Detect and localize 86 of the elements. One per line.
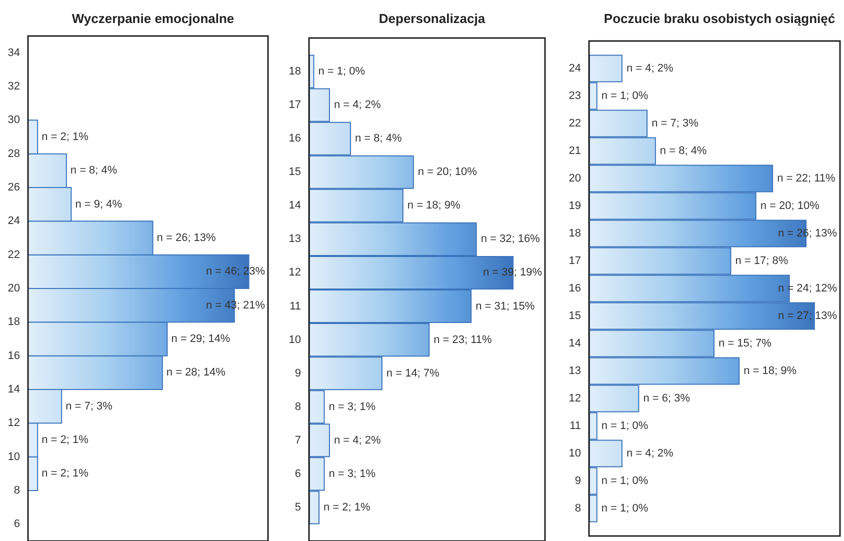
y-tick-label: 26 xyxy=(8,182,20,194)
data-label: n = 4; 2% xyxy=(334,434,381,446)
y-tick-label: 9 xyxy=(294,367,301,380)
data-label: n = 2; 1% xyxy=(42,434,89,446)
data-label: n = 7; 3% xyxy=(66,400,113,412)
chart-title: Wyczerpanie emocjonalne xyxy=(72,11,234,26)
data-label: n = 4; 2% xyxy=(626,62,674,74)
data-label: n = 2; 1% xyxy=(42,131,89,143)
data-label: n = 28; 14% xyxy=(166,366,226,379)
data-label: n = 1; 0% xyxy=(601,420,648,432)
y-tick-label: 5 xyxy=(294,501,301,514)
data-label: n = 14; 7% xyxy=(386,367,440,380)
data-label: n = 4; 2% xyxy=(334,99,381,112)
y-tick-label: 8 xyxy=(14,484,20,496)
y-tick-label: 14 xyxy=(8,384,20,396)
data-label: n = 8; 4% xyxy=(70,164,118,177)
chart-title: Poczucie braku osobistych osiągnięć xyxy=(604,11,836,26)
data-label: n = 1; 0% xyxy=(318,66,366,78)
y-tick-label: 15 xyxy=(288,166,301,178)
data-label: n = 22; 11% xyxy=(777,172,836,184)
chart-title: Depersonalizacja xyxy=(378,11,486,26)
y-tick-label: 11 xyxy=(290,300,301,312)
y-tick-label: 30 xyxy=(8,114,20,126)
y-tick-label: 17 xyxy=(288,99,301,112)
data-label: n = 6; 3% xyxy=(643,392,690,404)
data-label: n = 8; 4% xyxy=(660,145,707,157)
y-tick-label: 18 xyxy=(568,228,581,240)
y-tick-label: 18 xyxy=(8,316,20,328)
y-tick-label: 18 xyxy=(288,66,301,78)
y-tick-label: 19 xyxy=(568,200,581,212)
y-tick-label: 20 xyxy=(568,172,581,184)
data-label: n = 15; 7% xyxy=(718,338,772,350)
data-label: n = 27; 13% xyxy=(778,310,838,322)
y-tick-label: 16 xyxy=(288,132,301,145)
data-label: n = 17; 8% xyxy=(735,255,788,267)
y-tick-label: 16 xyxy=(8,350,20,362)
y-tick-label: 22 xyxy=(568,118,581,130)
y-tick-label: 24 xyxy=(568,62,581,74)
y-tick-label: 16 xyxy=(568,282,581,294)
data-label: n = 18; 9% xyxy=(407,200,461,212)
data-label: n = 26; 13% xyxy=(156,232,216,244)
y-tick-label: 17 xyxy=(568,255,581,267)
y-tick-label: 8 xyxy=(294,400,301,413)
y-tick-label: 13 xyxy=(288,233,301,246)
y-tick-label: 9 xyxy=(574,475,581,487)
data-label: n = 8; 4% xyxy=(354,132,402,145)
y-tick-label: 6 xyxy=(14,518,20,530)
y-tick-label: 23 xyxy=(568,90,581,102)
data-label: n = 9; 4% xyxy=(75,198,122,210)
data-label: n = 32; 16% xyxy=(480,233,540,246)
data-label: n = 4; 2% xyxy=(626,448,674,460)
data-label: n = 23; 11% xyxy=(434,334,492,346)
data-label: n = 1; 0% xyxy=(601,502,648,514)
y-tick-label: 21 xyxy=(568,145,581,157)
y-tick-label: 12 xyxy=(8,417,20,430)
y-tick-label: 10 xyxy=(288,334,301,346)
y-tick-label: 7 xyxy=(294,434,301,446)
y-tick-label: 13 xyxy=(568,365,581,377)
data-label: n = 2; 1% xyxy=(323,501,370,514)
y-tick-label: 34 xyxy=(8,46,20,59)
y-tick-label: 24 xyxy=(8,215,20,228)
y-tick-label: 10 xyxy=(8,450,20,463)
data-label: n = 3; 1% xyxy=(328,400,376,413)
y-tick-label: 10 xyxy=(568,448,581,460)
data-label: n = 29; 14% xyxy=(171,333,230,345)
y-tick-label: 14 xyxy=(288,200,301,212)
data-label: n = 20; 10% xyxy=(760,200,820,212)
y-tick-label: 15 xyxy=(568,310,581,322)
y-tick-label: 32 xyxy=(8,80,20,92)
data-label: n = 31; 15% xyxy=(476,300,535,312)
y-tick-label: 8 xyxy=(574,502,581,514)
data-label: n = 7; 3% xyxy=(652,118,699,130)
y-tick-label: 12 xyxy=(288,266,301,279)
data-label: n = 3; 1% xyxy=(328,468,376,480)
y-tick-label: 28 xyxy=(8,148,20,160)
y-tick-label: 22 xyxy=(8,248,20,261)
data-label: n = 2; 1% xyxy=(42,468,89,480)
data-label: n = 18; 9% xyxy=(744,365,797,377)
y-tick-label: 11 xyxy=(570,420,581,432)
data-label: n = 1; 0% xyxy=(601,475,648,487)
data-label: n = 1; 0% xyxy=(601,90,648,102)
y-tick-label: 14 xyxy=(568,338,581,350)
y-tick-label: 6 xyxy=(294,468,301,480)
y-tick-label: 20 xyxy=(8,282,20,294)
data-label: n = 20; 10% xyxy=(418,166,478,178)
y-tick-label: 12 xyxy=(568,392,581,404)
